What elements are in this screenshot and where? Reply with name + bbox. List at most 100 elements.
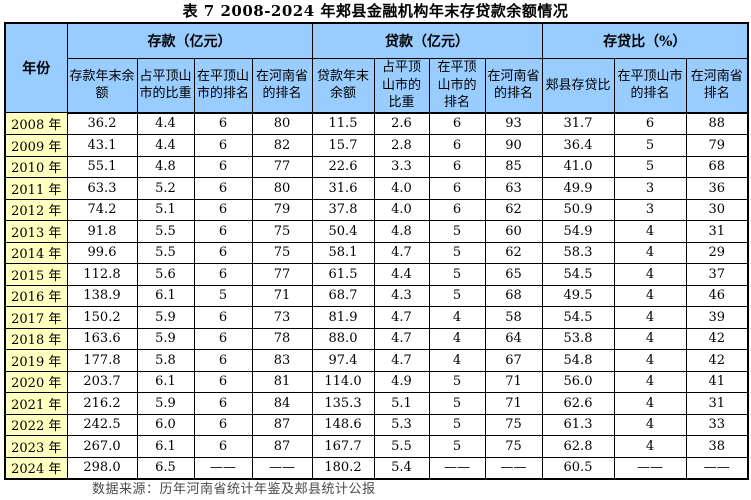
- value-cell: ——: [428, 456, 486, 480]
- value-cell: 90: [484, 134, 543, 157]
- value-cell: 5.6: [136, 263, 195, 286]
- value-cell: 93: [484, 112, 543, 136]
- value-cell: 36.2: [66, 112, 138, 136]
- value-cell: 5: [428, 392, 486, 415]
- value-cell: 75: [484, 435, 543, 458]
- value-cell: 5.2: [136, 177, 195, 200]
- value-cell: 5: [428, 284, 486, 308]
- value-cell: 5.9: [136, 327, 195, 351]
- year-cell: 2012 年: [4, 198, 68, 222]
- value-cell: 36: [685, 177, 749, 200]
- value-cell: 39: [685, 306, 749, 329]
- value-cell: 5: [193, 284, 253, 308]
- value-cell: 4: [613, 413, 687, 437]
- value-cell: 6: [193, 134, 253, 157]
- year-cell: 2022 年: [4, 413, 68, 437]
- table-row: 2015 年 112.8 5.6 6 77 61.5 4.4 5 65 54.5 4 37: [4, 263, 749, 286]
- finance-table: 年份 存款（亿元） 贷款（亿元） 存贷比（%） 存款年末余额 占平顶山市的比重 …: [4, 22, 750, 481]
- year-cell: 2023 年: [4, 435, 68, 458]
- value-cell: 216.2: [66, 392, 138, 415]
- value-cell: 62: [484, 198, 543, 222]
- value-cell: 6.0: [136, 413, 195, 437]
- year-cell: 2010 年: [4, 155, 68, 179]
- value-cell: 60.5: [541, 456, 615, 480]
- value-cell: 22.6: [311, 155, 375, 179]
- value-cell: 114.0: [311, 370, 375, 394]
- value-cell: 4.4: [136, 112, 195, 136]
- value-cell: 58: [484, 306, 543, 329]
- value-cell: 73: [251, 306, 313, 329]
- value-cell: 6: [428, 155, 486, 179]
- year-cell: 2024 年: [4, 456, 68, 480]
- year-cell: 2013 年: [4, 220, 68, 243]
- value-cell: 75: [484, 413, 543, 437]
- value-cell: 6.5: [136, 456, 195, 480]
- table-row: 2021 年 216.2 5.9 6 84 135.3 5.1 5 71 62.6 4 31: [4, 392, 749, 415]
- group-header-row: 年份 存款（亿元） 贷款（亿元） 存贷比（%）: [4, 22, 749, 114]
- value-cell: 38: [685, 435, 749, 458]
- value-cell: 11.5: [311, 112, 375, 136]
- value-cell: 54.5: [541, 306, 615, 329]
- value-cell: 4.8: [136, 155, 195, 179]
- value-cell: 6.1: [136, 435, 195, 458]
- value-cell: 56.0: [541, 370, 615, 394]
- value-cell: 81: [251, 370, 313, 394]
- value-cell: 6: [193, 306, 253, 329]
- value-cell: 163.6: [66, 327, 138, 351]
- value-cell: 68: [484, 284, 543, 308]
- value-cell: 112.8: [66, 263, 138, 286]
- value-cell: 4: [613, 220, 687, 243]
- table-row: 2014 年 99.6 5.5 6 75 58.1 4.7 5 62 58.3 4 29: [4, 241, 749, 265]
- value-cell: 6: [193, 413, 253, 437]
- value-cell: 167.7: [311, 435, 375, 458]
- value-cell: 84: [251, 392, 313, 415]
- value-cell: 2.8: [373, 134, 430, 157]
- value-cell: 150.2: [66, 306, 138, 329]
- value-cell: 31: [685, 220, 749, 243]
- year-cell: 2016 年: [4, 284, 68, 308]
- value-cell: 4.8: [373, 220, 430, 243]
- value-cell: 78: [251, 327, 313, 351]
- table-row: 2019 年 177.8 5.8 6 83 97.4 4.7 4 67 54.8 4 42: [4, 349, 749, 372]
- table-row: 2018 年 163.6 5.9 6 78 88.0 4.7 4 64 53.8 4 42: [4, 327, 749, 351]
- col-header-deposit-balance: 存款年末余额: [66, 57, 138, 114]
- value-cell: 4.0: [373, 177, 430, 200]
- year-cell: 2008 年: [4, 112, 68, 136]
- value-cell: 4.4: [373, 263, 430, 286]
- value-cell: 5: [428, 370, 486, 394]
- value-cell: 43.1: [66, 134, 138, 157]
- value-cell: 77: [251, 155, 313, 179]
- value-cell: 6: [613, 112, 687, 136]
- value-cell: 87: [251, 413, 313, 437]
- value-cell: 88: [685, 112, 749, 136]
- value-cell: 37.8: [311, 198, 375, 222]
- year-cell: 2009 年: [4, 134, 68, 157]
- value-cell: 88.0: [311, 327, 375, 351]
- value-cell: 5: [428, 220, 486, 243]
- value-cell: 3.3: [373, 155, 430, 179]
- deposit-group-header: 存款（亿元）: [66, 22, 313, 59]
- col-header-deposit-share: 占平顶山市的比重: [136, 57, 195, 114]
- value-cell: 4.7: [373, 349, 430, 372]
- year-cell: 2021 年: [4, 392, 68, 415]
- value-cell: 80: [251, 177, 313, 200]
- value-cell: 4.4: [136, 134, 195, 157]
- value-cell: 81.9: [311, 306, 375, 329]
- value-cell: 5.5: [136, 220, 195, 243]
- table-row: 2020 年 203.7 6.1 6 81 114.0 4.9 5 71 56.0 4 41: [4, 370, 749, 394]
- value-cell: 99.6: [66, 241, 138, 265]
- col-header-loan-balance: 贷款年末余额: [311, 57, 375, 114]
- value-cell: 71: [251, 284, 313, 308]
- value-cell: 6: [428, 177, 486, 200]
- value-cell: 4: [613, 349, 687, 372]
- table-row: 2010 年 55.1 4.8 6 77 22.6 3.3 6 85 41.0 5 68: [4, 155, 749, 179]
- value-cell: 82: [251, 134, 313, 157]
- value-cell: 60: [484, 220, 543, 243]
- value-cell: 242.5: [66, 413, 138, 437]
- value-cell: 67: [484, 349, 543, 372]
- value-cell: 4.3: [373, 284, 430, 308]
- value-cell: 4: [613, 392, 687, 415]
- value-cell: 50.9: [541, 198, 615, 222]
- value-cell: 33: [685, 413, 749, 437]
